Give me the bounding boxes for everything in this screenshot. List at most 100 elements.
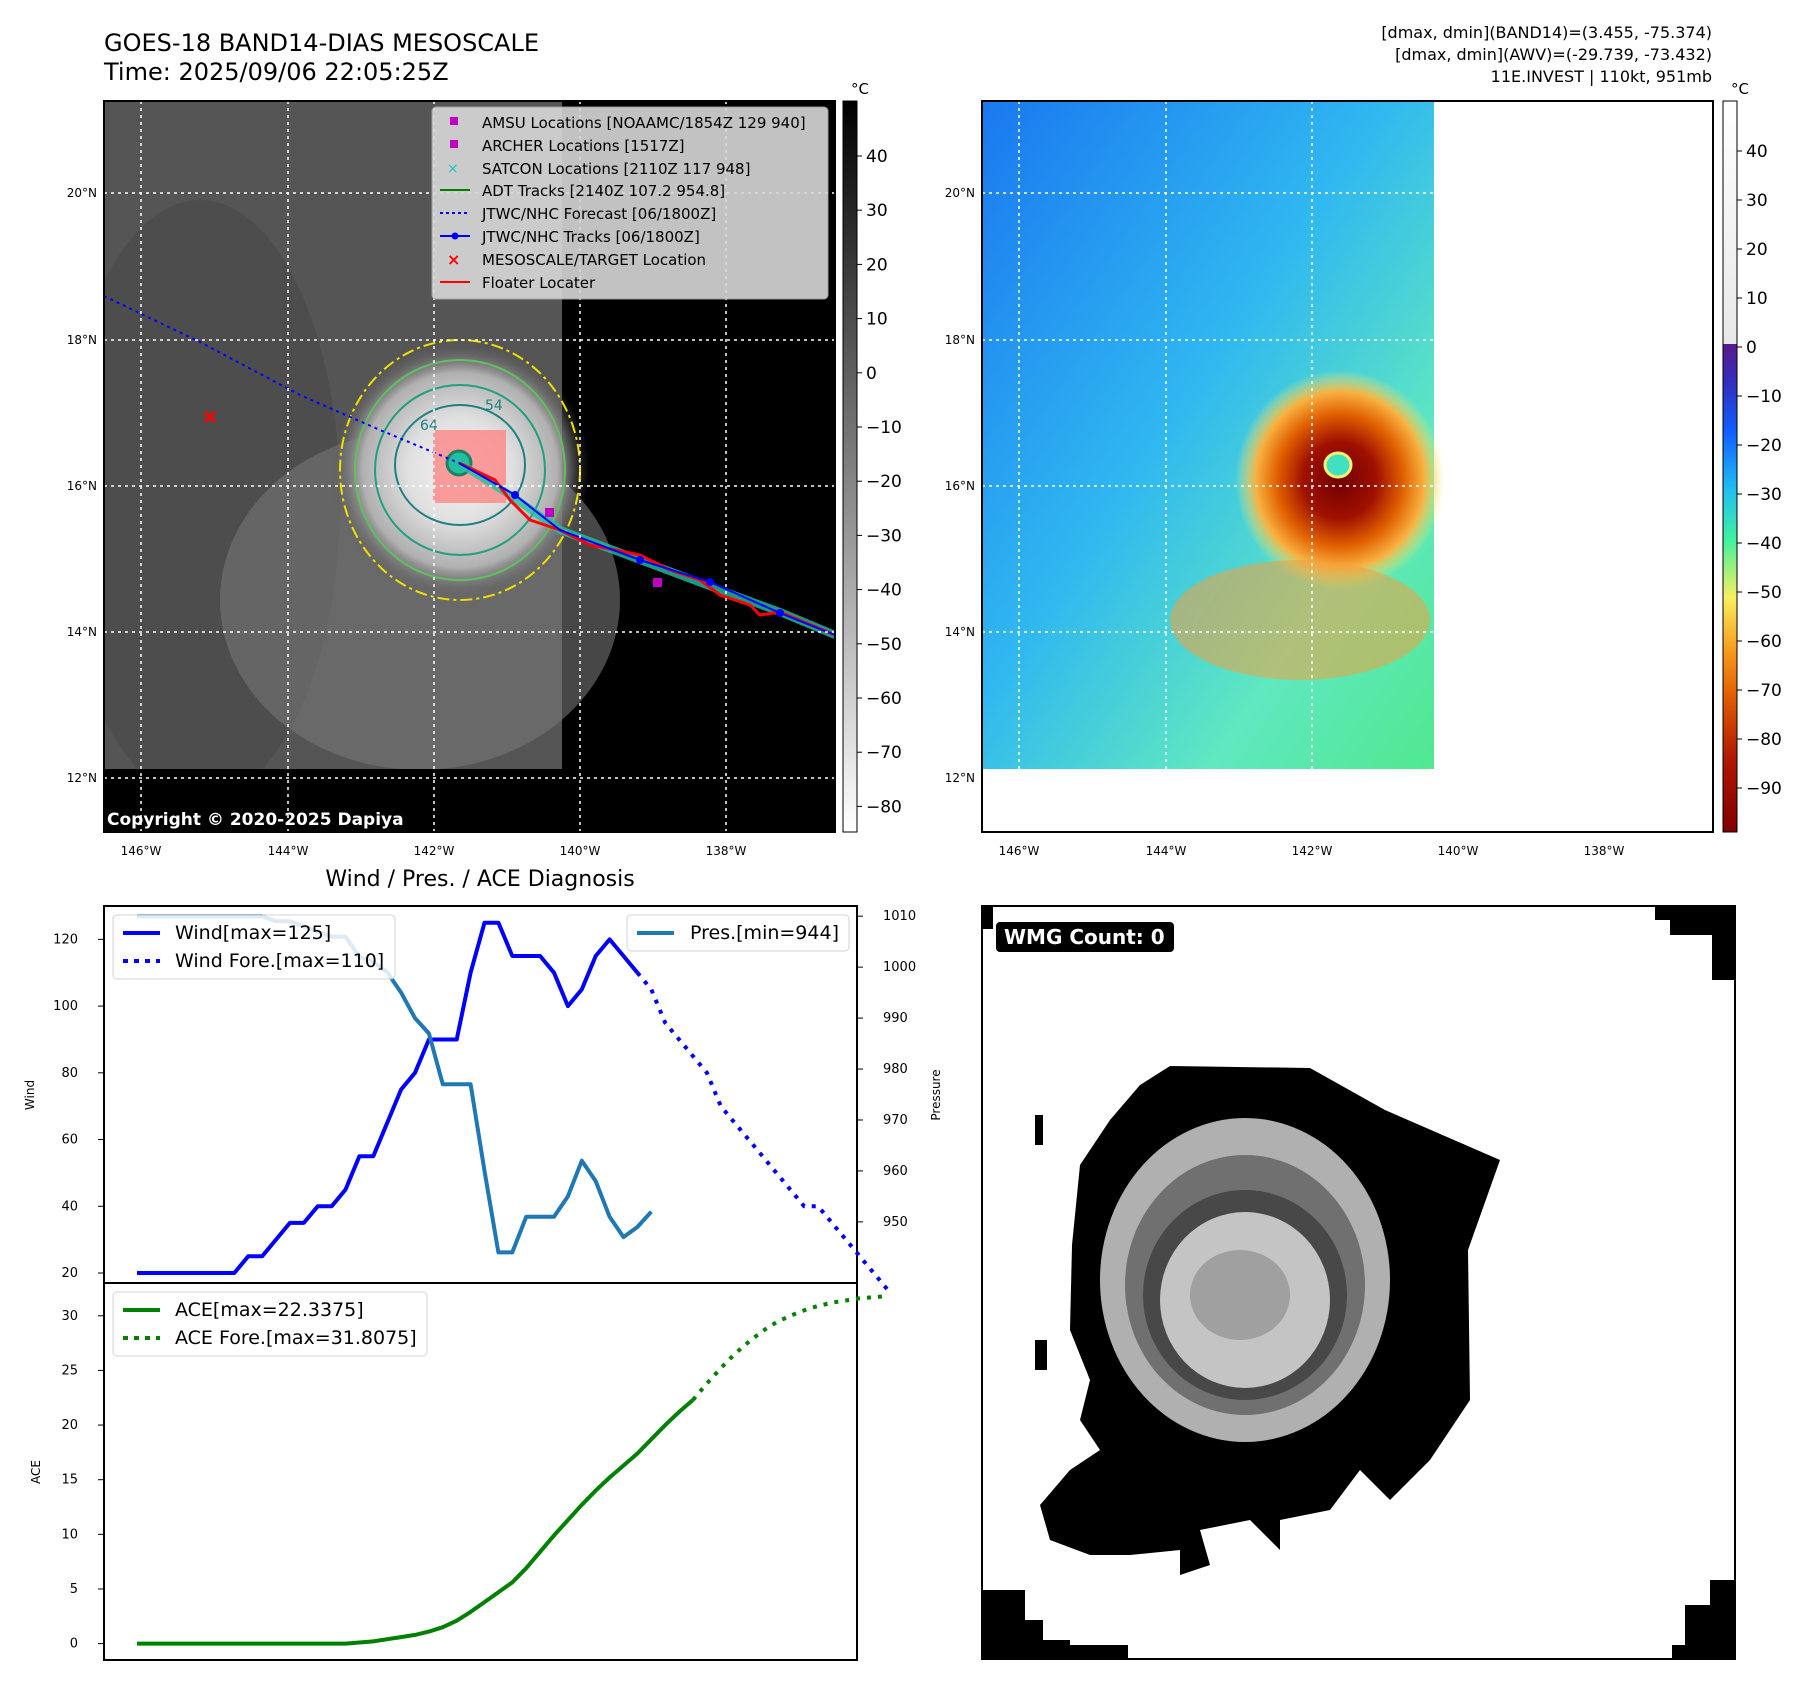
lon-label: 142°W bbox=[1292, 844, 1333, 858]
ace-chart: ACE 0 5 10 15 20 25 30 ACE[max=22.3375] ACE Fo… bbox=[29, 1282, 888, 1661]
y-tick-label: 80 bbox=[61, 1066, 78, 1081]
lon-label: 144°W bbox=[268, 844, 309, 858]
y-right-tick-label: 950 bbox=[883, 1215, 908, 1230]
colorbar-tick: 20 bbox=[866, 255, 888, 275]
colorbar-unit: °C bbox=[851, 80, 869, 98]
svg-text:×: × bbox=[447, 161, 459, 177]
wind-pressure-chart: Wind Pressure 20 40 60 80 100 120 950 960 970 980… bbox=[23, 905, 943, 1291]
series-line bbox=[635, 971, 890, 1291]
legend-item: Pres.[min=944] bbox=[690, 922, 839, 944]
info-awv: [dmax, dmin](AWV)=(-29.739, -73.432) bbox=[1395, 45, 1712, 64]
colorbar-tick: 10 bbox=[1746, 289, 1768, 309]
map-gridlines bbox=[982, 101, 1713, 832]
colorbar-tick: −70 bbox=[866, 743, 902, 763]
lat-label: 18°N bbox=[67, 333, 97, 347]
lat-label: 16°N bbox=[67, 479, 97, 493]
lat-label: 12°N bbox=[945, 771, 975, 785]
wmg-badge bbox=[996, 922, 1174, 952]
pressure-axis-label: Pressure bbox=[929, 1069, 943, 1120]
lon-label: 144°W bbox=[1146, 844, 1187, 858]
legend-item: Wind[max=125] bbox=[175, 922, 331, 944]
color-colorbar: °C 40 30 20 10 0 −10 −20 −30 −40 −50 −60 −70 −80 −90 bbox=[1722, 80, 1782, 833]
info-storm: 11E.INVEST | 110kt, 951mb bbox=[1491, 67, 1712, 86]
y-tick-label: 25 bbox=[61, 1363, 78, 1378]
y-tick-label: 20 bbox=[61, 1266, 78, 1281]
contour-label: 54 bbox=[485, 398, 503, 414]
lon-label: 146°W bbox=[121, 844, 162, 858]
figure-title: GOES-18 BAND14-DIAS MESOSCALE bbox=[104, 29, 539, 57]
colorbar-tick: −60 bbox=[866, 689, 902, 709]
y-tick-label: 5 bbox=[70, 1582, 78, 1597]
lat-label: 20°N bbox=[945, 186, 975, 200]
eye-awv bbox=[1323, 451, 1353, 479]
ace-legend: ACE[max=22.3375] ACE Fore.[max=31.8075] bbox=[112, 1291, 428, 1357]
diagnosis-title: Wind / Pres. / ACE Diagnosis bbox=[325, 867, 634, 892]
lat-label: 12°N bbox=[67, 771, 97, 785]
legend-item: JTWC/NHC Tracks [06/1800Z] bbox=[481, 228, 700, 246]
colorbar-tick: −40 bbox=[1746, 534, 1782, 554]
amsu-marker bbox=[545, 508, 554, 517]
archer-marker bbox=[653, 578, 662, 587]
wind-axis-label: Wind bbox=[23, 1080, 37, 1110]
colorbar-tick: 40 bbox=[866, 147, 888, 167]
lon-label: 140°W bbox=[1438, 844, 1479, 858]
wmg-count: WMG Count: 0 bbox=[1004, 925, 1165, 949]
colorbar-tick: 20 bbox=[1746, 240, 1768, 260]
legend-item: Floater Locater bbox=[482, 274, 596, 292]
colorbar-tick: 0 bbox=[866, 364, 877, 384]
colorbar-tick: −10 bbox=[1746, 387, 1782, 407]
y-tick-label: 120 bbox=[53, 932, 78, 947]
y-right-tick-label: 960 bbox=[883, 1164, 908, 1179]
colorbar-tick: −70 bbox=[1746, 681, 1782, 701]
colorbar-tick: −20 bbox=[1746, 436, 1782, 456]
y-right-tick-label: 970 bbox=[883, 1113, 908, 1128]
legend-item: ADT Tracks [2140Z 107.2 954.8] bbox=[482, 182, 725, 200]
y-tick-label: 10 bbox=[61, 1527, 78, 1542]
legend-item: ARCHER Locations [1517Z] bbox=[482, 137, 685, 155]
colorbar-tick: −80 bbox=[1746, 730, 1782, 750]
colorbar-tick: −60 bbox=[1746, 632, 1782, 652]
copyright-text: Copyright © 2020-2025 Dapiya bbox=[107, 810, 404, 830]
y-tick-label: 20 bbox=[61, 1418, 78, 1433]
colorbar-tick: 30 bbox=[1746, 191, 1768, 211]
colorbar-tick: 30 bbox=[866, 201, 888, 221]
svg-text:×: × bbox=[447, 250, 460, 269]
storm-awv bbox=[1235, 370, 1445, 590]
colorbar-tick: −30 bbox=[1746, 485, 1782, 505]
lat-label: 18°N bbox=[945, 333, 975, 347]
floater-track-line bbox=[458, 461, 835, 637]
legend-item: SATCON Locations [2110Z 117 948] bbox=[482, 160, 750, 178]
y-tick-label: 40 bbox=[61, 1199, 78, 1214]
colorbar-tick: −50 bbox=[866, 635, 902, 655]
ir-map-panel: 64 54 bbox=[67, 100, 836, 858]
legend-item: AMSU Locations [NOAAMC/1854Z 129 940] bbox=[482, 114, 806, 132]
series-line bbox=[137, 1398, 695, 1646]
y-tick-label: 30 bbox=[61, 1309, 78, 1324]
info-band14: [dmax, dmin](BAND14)=(3.455, -75.374) bbox=[1381, 23, 1712, 42]
pressure-legend: Pres.[min=944] bbox=[626, 914, 850, 952]
y-right-tick-label: 1000 bbox=[883, 960, 916, 975]
colorbar-tick: 10 bbox=[866, 310, 888, 330]
colorbar-tick: 40 bbox=[1746, 142, 1768, 162]
lon-label: 146°W bbox=[999, 844, 1040, 858]
lon-label: 138°W bbox=[1584, 844, 1625, 858]
lon-label: 142°W bbox=[414, 844, 455, 858]
gray-colorbar: °C 40 30 20 10 0 −10 −20 −30 −40 −50 −60 −70 −80 bbox=[842, 80, 902, 833]
ace-axis-label: ACE bbox=[29, 1460, 43, 1484]
y-tick-label: 100 bbox=[53, 999, 78, 1014]
legend-item: JTWC/NHC Forecast [06/1800Z] bbox=[481, 205, 716, 223]
map-legend: AMSU Locations [NOAAMC/1854Z 129 940] AR… bbox=[431, 106, 829, 300]
wind-legend: Wind[max=125] Wind Fore.[max=110] bbox=[112, 914, 396, 980]
lon-label: 140°W bbox=[560, 844, 601, 858]
colorbar-unit: °C bbox=[1731, 80, 1749, 98]
target-marker bbox=[203, 410, 217, 424]
y-right-tick-label: 1010 bbox=[883, 909, 916, 924]
colorbar-tick: −10 bbox=[866, 418, 902, 438]
lon-label: 138°W bbox=[706, 844, 747, 858]
color-map-panel: 20°N 18°N 16°N 14°N 12°N 146°W 144°W 142… bbox=[945, 100, 1714, 858]
y-tick-label: 15 bbox=[61, 1473, 78, 1488]
series-line bbox=[137, 920, 639, 1275]
colorbar-tick: −50 bbox=[1746, 583, 1782, 603]
legend-item: Wind Fore.[max=110] bbox=[175, 950, 384, 972]
